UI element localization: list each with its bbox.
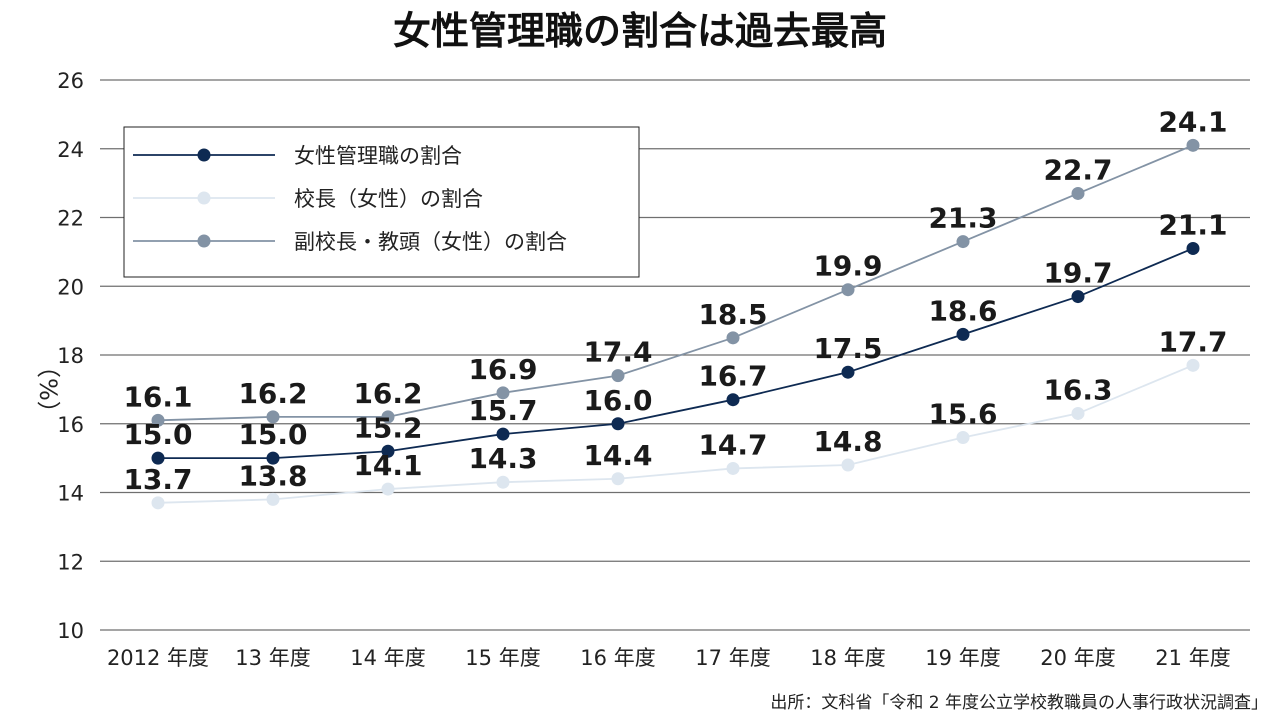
data-point (956, 327, 970, 341)
source-note: 出所：文科省「令和 2 年度公立学校教職員の人事行政状況調査」 (770, 693, 1268, 713)
data-point (266, 451, 280, 465)
data-label: 14.3 (468, 442, 537, 475)
data-label: 21.1 (1158, 208, 1227, 241)
data-point (151, 413, 165, 427)
data-label: 13.7 (123, 463, 192, 496)
data-point (956, 235, 970, 249)
data-label: 19.7 (1043, 257, 1112, 290)
data-label: 21.3 (928, 202, 997, 235)
data-point (381, 444, 395, 458)
data-point (611, 417, 625, 431)
data-label: 15.7 (468, 394, 537, 427)
data-label: 17.4 (583, 336, 652, 369)
data-point (151, 451, 165, 465)
data-point (841, 283, 855, 297)
data-point (726, 393, 740, 407)
data-label: 16.1 (123, 380, 192, 413)
data-label: 19.9 (813, 250, 882, 283)
y-tick-label: 22 (57, 207, 84, 231)
data-label: 16.2 (353, 377, 422, 410)
data-label: 14.8 (813, 425, 882, 458)
data-point (611, 369, 625, 383)
x-axis-ticks: 2012 年度 13 年度 14 年度 15 年度 16 年度 17 年度 18 年度 19 … (107, 646, 1231, 670)
data-label: 14.7 (698, 428, 767, 461)
data-label: 15.0 (238, 418, 307, 451)
data-label: 17.7 (1158, 325, 1227, 358)
x-tick-label: 15 年度 (465, 646, 540, 670)
legend-label: 校長（女性）の割合 (294, 187, 483, 211)
data-point (1071, 406, 1085, 420)
y-tick-label: 10 (57, 619, 84, 643)
series-line (157, 144, 1194, 422)
data-point (266, 410, 280, 424)
x-tick-label: 16 年度 (580, 646, 655, 670)
data-label: 15.6 (928, 398, 997, 431)
data-label: 16.0 (583, 384, 652, 417)
data-label: 16.7 (698, 360, 767, 393)
series-line (157, 364, 1194, 504)
data-point (496, 386, 510, 400)
x-tick-label: 20 年度 (1040, 646, 1115, 670)
series-points (151, 138, 1200, 510)
data-point (841, 365, 855, 379)
y-tick-label: 12 (57, 550, 84, 574)
x-tick-label: 21 年度 (1155, 646, 1230, 670)
series-lines (157, 144, 1194, 504)
data-point (496, 475, 510, 489)
data-label: 22.7 (1043, 153, 1112, 186)
data-label: 17.5 (813, 332, 882, 365)
y-tick-label: 18 (57, 344, 84, 368)
data-point (1186, 138, 1200, 152)
data-label: 14.4 (583, 439, 652, 472)
data-label: 15.2 (353, 411, 422, 444)
series-line (158, 247, 1194, 460)
data-point (1071, 186, 1085, 200)
data-label: 18.5 (698, 298, 767, 331)
data-label: 13.8 (238, 459, 307, 492)
y-tick-label: 14 (57, 482, 84, 506)
legend-marker (197, 234, 211, 248)
data-label: 16.3 (1043, 373, 1112, 406)
x-tick-label: 13 年度 (235, 646, 310, 670)
data-label: 24.1 (1158, 105, 1227, 138)
data-labels: 15.0 15.0 15.2 15.7 16.0 16.7 17.5 18.6 19.7 21.1… (123, 105, 1227, 496)
legend-box (123, 126, 640, 278)
data-label: 14.1 (353, 449, 422, 482)
x-tick-label: 19 年度 (925, 646, 1000, 670)
data-label: 16.2 (238, 377, 307, 410)
data-point (1186, 241, 1200, 255)
x-tick-label: 14 年度 (350, 646, 425, 670)
data-point (611, 472, 625, 486)
y-tick-label: 20 (57, 275, 84, 299)
y-tick-label: 26 (57, 69, 84, 93)
data-point (496, 427, 510, 441)
data-point (841, 458, 855, 472)
y-tick-label: 24 (57, 138, 84, 162)
y-axis-ticks: 10 12 14 16 18 20 22 24 26 (57, 69, 84, 643)
legend-label: 女性管理職の割合 (294, 144, 462, 168)
y-axis-label: （%） (34, 354, 62, 425)
data-label: 15.0 (123, 418, 192, 451)
y-tick-label: 16 (57, 413, 84, 437)
data-point (1071, 290, 1085, 304)
data-point (1186, 358, 1200, 372)
x-tick-label: 18 年度 (810, 646, 885, 670)
x-tick-label: 2012 年度 (107, 646, 209, 670)
legend-marker (197, 191, 211, 205)
data-label: 16.9 (468, 353, 537, 386)
data-point (726, 461, 740, 475)
data-point (726, 331, 740, 345)
chart-title: 女性管理職の割合は過去最高 (393, 9, 887, 53)
x-tick-label: 17 年度 (695, 646, 770, 670)
data-point (381, 482, 395, 496)
data-label: 18.6 (928, 294, 997, 327)
legend-marker (197, 148, 211, 162)
data-point (381, 410, 395, 424)
data-point (956, 431, 970, 444)
data-point (151, 496, 165, 510)
legend-label: 副校長・教頭（女性）の割合 (294, 230, 567, 254)
data-point (266, 492, 280, 506)
